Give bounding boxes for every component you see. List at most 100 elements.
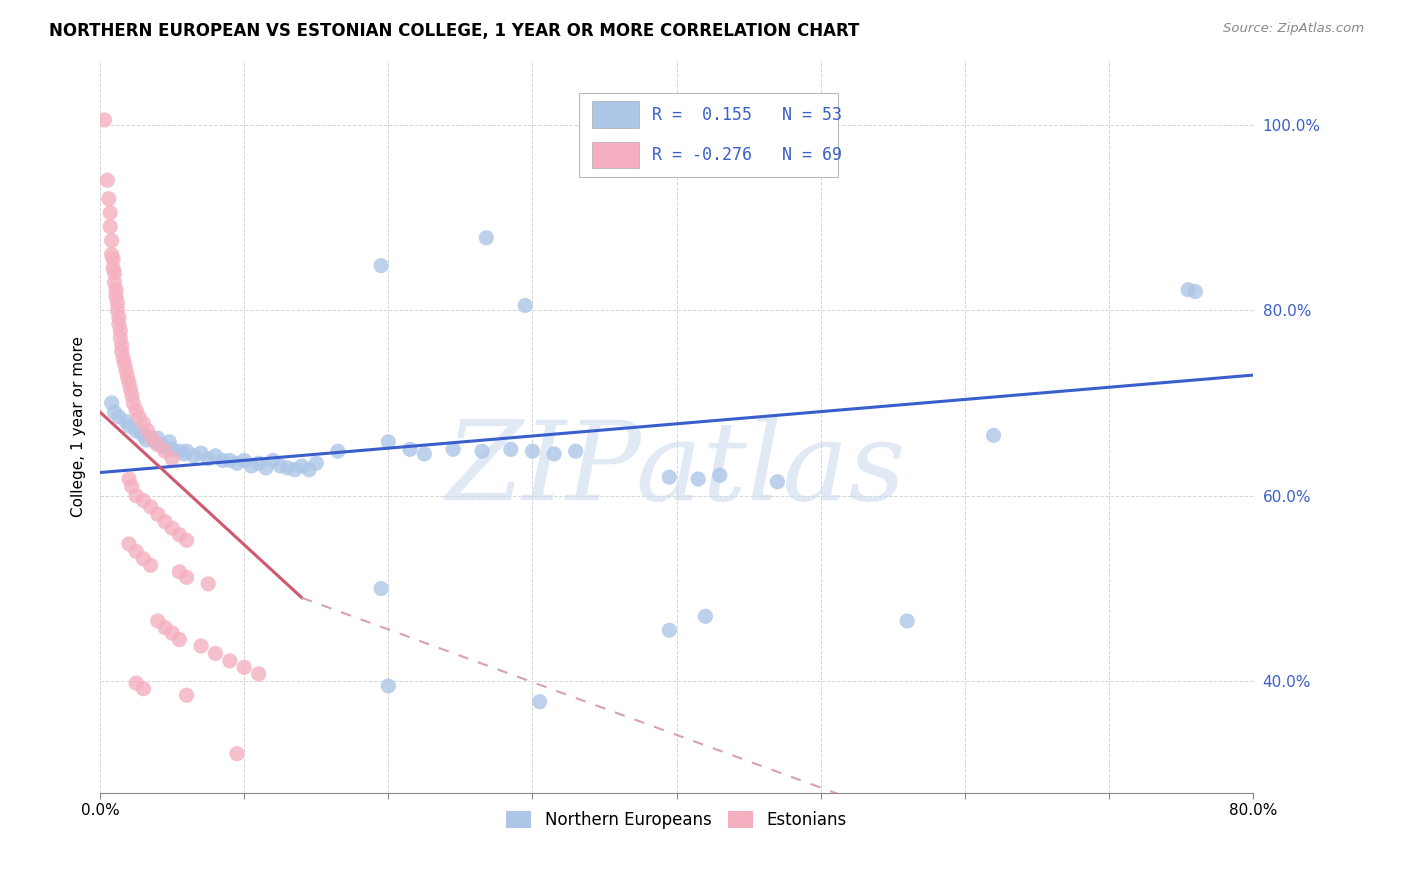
Bar [592,142,638,168]
Point [276,461,298,475]
Point [284,463,307,477]
Point [197,451,219,466]
Point [658,624,681,638]
Point [146,614,169,628]
Point [132,681,155,696]
Point [441,442,464,457]
Y-axis label: College, 1 year or more: College, 1 year or more [72,335,86,516]
Point [291,458,314,473]
Point [218,654,240,668]
Point [136,424,159,438]
Point [115,363,138,377]
Point [543,447,565,461]
Point [146,438,169,452]
Point [125,403,148,417]
Point [97,192,120,206]
Point [139,558,162,573]
Point [121,388,143,402]
Point [101,261,124,276]
Point [100,234,122,248]
Point [132,428,155,442]
Point [226,747,249,761]
Point [118,376,141,390]
Point [471,444,494,458]
Point [118,472,141,486]
Point [108,310,131,325]
Point [233,660,256,674]
Point [111,344,134,359]
Legend: Northern Europeans, Estonians: Northern Europeans, Estonians [499,804,853,836]
Point [96,173,118,187]
Point [176,444,198,458]
Point [183,449,205,463]
Point [176,688,198,702]
Point [190,446,212,460]
Point [896,614,918,628]
Point [107,295,129,310]
Point [515,298,537,312]
Point [104,283,127,297]
Point [499,442,522,457]
Text: Source: ZipAtlas.com: Source: ZipAtlas.com [1223,22,1364,36]
Point [240,458,263,473]
Point [160,451,183,466]
Point [110,324,132,338]
Bar [592,102,638,128]
Point [122,396,145,410]
Point [107,303,129,318]
Text: R = -0.276   N = 69: R = -0.276 N = 69 [652,146,842,164]
Point [98,205,121,219]
Point [132,551,155,566]
Point [298,463,321,477]
Point [125,424,148,438]
Point [247,666,270,681]
Point [139,500,162,514]
Point [132,493,155,508]
Point [153,441,176,455]
Point [695,609,717,624]
Point [218,453,240,467]
Point [125,676,148,690]
Point [146,508,169,522]
Point [114,357,136,371]
Text: ZIPatlas: ZIPatlas [446,417,907,524]
Point [197,577,219,591]
Point [169,632,191,647]
Point [120,382,142,396]
Point [305,456,328,470]
Text: R =  0.155   N = 53: R = 0.155 N = 53 [652,105,842,124]
Point [128,409,150,424]
Point [125,544,148,558]
Point [377,679,399,693]
Point [169,527,191,541]
Point [269,458,291,473]
Point [104,289,127,303]
Point [110,331,132,345]
Point [115,415,138,429]
Point [135,433,157,447]
Point [103,405,125,419]
Point [157,434,180,449]
Point [564,444,586,458]
Point [108,409,131,424]
Point [399,442,422,457]
Point [522,444,544,458]
Point [370,582,392,596]
Point [688,472,710,486]
Point [139,430,162,444]
Point [112,351,135,366]
Point [118,537,141,551]
Point [377,434,399,449]
Point [103,266,125,280]
Point [766,475,789,489]
Text: NORTHERN EUROPEAN VS ESTONIAN COLLEGE, 1 YEAR OR MORE CORRELATION CHART: NORTHERN EUROPEAN VS ESTONIAN COLLEGE, 1… [49,22,859,40]
Point [129,425,152,440]
Point [1177,283,1199,297]
Point [1184,285,1206,299]
Point [143,434,166,449]
Point [262,453,284,467]
Point [233,453,256,467]
Point [125,489,148,503]
Point [132,417,155,431]
Point [169,565,191,579]
